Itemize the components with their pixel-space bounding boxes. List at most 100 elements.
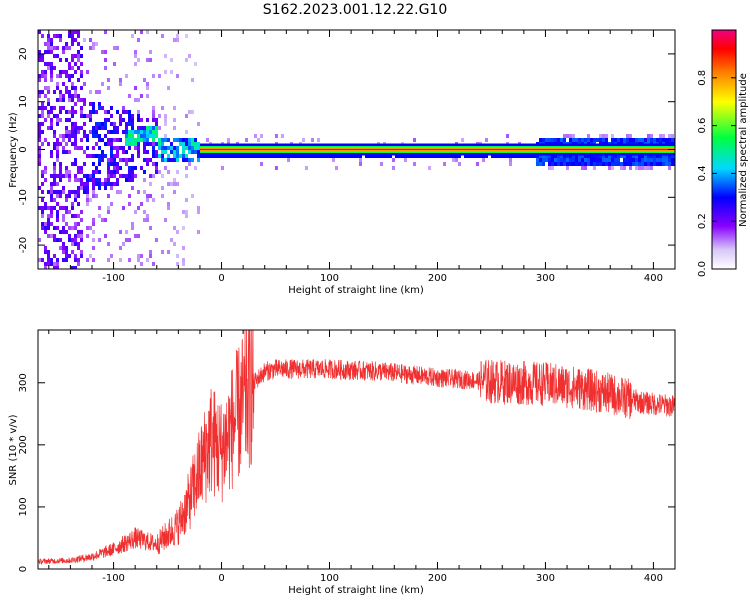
heatmap-cell (137, 150, 140, 154)
heatmap-cell (584, 154, 587, 158)
heatmap-cell (74, 266, 77, 269)
heatmap-cell (572, 134, 575, 138)
heatmap-cell (167, 206, 170, 210)
heatmap-cell (47, 262, 50, 266)
heatmap-cell (116, 138, 119, 142)
heatmap-cell (335, 154, 338, 158)
heatmap-cell (74, 110, 77, 114)
heatmap-cell (107, 142, 110, 146)
heatmap-cell (62, 258, 65, 262)
heatmap-cell (80, 98, 83, 102)
heatmap-cell (608, 166, 611, 170)
heatmap-cell (68, 34, 71, 38)
heatmap-cell (434, 154, 437, 158)
heatmap-cell (191, 194, 194, 198)
heatmap-cell (50, 46, 53, 50)
heatmap-cell (173, 150, 176, 154)
heatmap-cell (137, 190, 140, 194)
heatmap-cell (176, 38, 179, 42)
heatmap-cell (125, 178, 128, 182)
heatmap-cell (131, 226, 134, 230)
heatmap-cell (125, 126, 128, 130)
heatmap-cell (170, 146, 173, 150)
heatmap-cell (59, 94, 62, 98)
heatmap-cell (47, 234, 50, 238)
heatmap-cell (347, 154, 350, 158)
heatmap-cell (620, 154, 623, 158)
heatmap-cell (59, 34, 62, 38)
heatmap-cell (149, 130, 152, 134)
heatmap-cell (644, 138, 647, 142)
heatmap-cell (38, 158, 41, 162)
heatmap-cell (83, 102, 86, 106)
heatmap-cell (125, 238, 128, 242)
heatmap-cell (161, 146, 164, 150)
heatmap-cell (107, 130, 110, 134)
heatmap-cell (77, 30, 80, 34)
heatmap-cell (68, 46, 71, 50)
heatmap-cell (551, 162, 554, 166)
heatmap-cell (107, 118, 110, 122)
heatmap-cell (68, 74, 71, 78)
colorbar-ticks: 0.0 0.2 0.4 0.6 0.8 (697, 70, 736, 277)
heatmap-cell (125, 174, 128, 178)
heatmap-cell (371, 154, 374, 158)
heatmap-cell (656, 162, 659, 166)
heatmap-cell (86, 198, 89, 202)
heatmap-cell (236, 154, 239, 158)
heatmap-cell (50, 106, 53, 110)
heatmap-cell (71, 134, 74, 138)
heatmap-cell (44, 118, 47, 122)
heatmap-cell (146, 30, 149, 34)
heatmap-cell (164, 218, 167, 222)
heatmap-cell (50, 182, 53, 186)
heatmap-cell (77, 190, 80, 194)
heatmap-cell (116, 146, 119, 150)
x-tick-label: 0 (218, 273, 224, 284)
heatmap-cell (62, 190, 65, 194)
heatmap-cell (38, 54, 41, 58)
heatmap-cell (314, 154, 317, 158)
heatmap-cell (116, 150, 119, 154)
heatmap-cell (80, 210, 83, 214)
heatmap-cell (80, 86, 83, 90)
heatmap-cell (158, 138, 161, 142)
heatmap-cell (65, 198, 68, 202)
heatmap-cell (575, 162, 578, 166)
heatmap-cell (56, 226, 59, 230)
heatmap-cell (89, 154, 92, 158)
heatmap-cell (152, 118, 155, 122)
heatmap-cell (605, 154, 608, 158)
heatmap-cell (47, 190, 50, 194)
heatmap-cell (116, 190, 119, 194)
heatmap-cell (74, 134, 77, 138)
heatmap-cell (131, 138, 134, 142)
heatmap-cell (215, 154, 218, 158)
heatmap-cell (155, 126, 158, 130)
heatmap-cell (74, 254, 77, 258)
heatmap-cell (602, 138, 605, 142)
heatmap-cell (176, 74, 179, 78)
heatmap-cell (62, 174, 65, 178)
heatmap-cell (65, 110, 68, 114)
heatmap-cell (86, 138, 89, 142)
y-tick-label: 20 (18, 48, 29, 61)
heatmap-cell (41, 142, 44, 146)
heatmap-cell (617, 154, 620, 158)
heatmap-cell (113, 138, 116, 142)
heatmap-cell (119, 230, 122, 234)
heatmap-cell (38, 58, 41, 62)
heatmap-cell (140, 138, 143, 142)
heatmap-cell (221, 166, 224, 170)
heatmap-cell (68, 238, 71, 242)
heatmap-cell (206, 154, 209, 158)
heatmap-cell (149, 58, 152, 62)
figure-title: S162.2023.001.12.22.G10 (263, 2, 448, 18)
heatmap-cell (356, 154, 359, 158)
heatmap-cell (587, 134, 590, 138)
heatmap-cell (74, 198, 77, 202)
heatmap-cell (80, 126, 83, 130)
heatmap-cell (200, 154, 203, 158)
heatmap-cell (74, 30, 77, 34)
heatmap-cell (98, 126, 101, 130)
